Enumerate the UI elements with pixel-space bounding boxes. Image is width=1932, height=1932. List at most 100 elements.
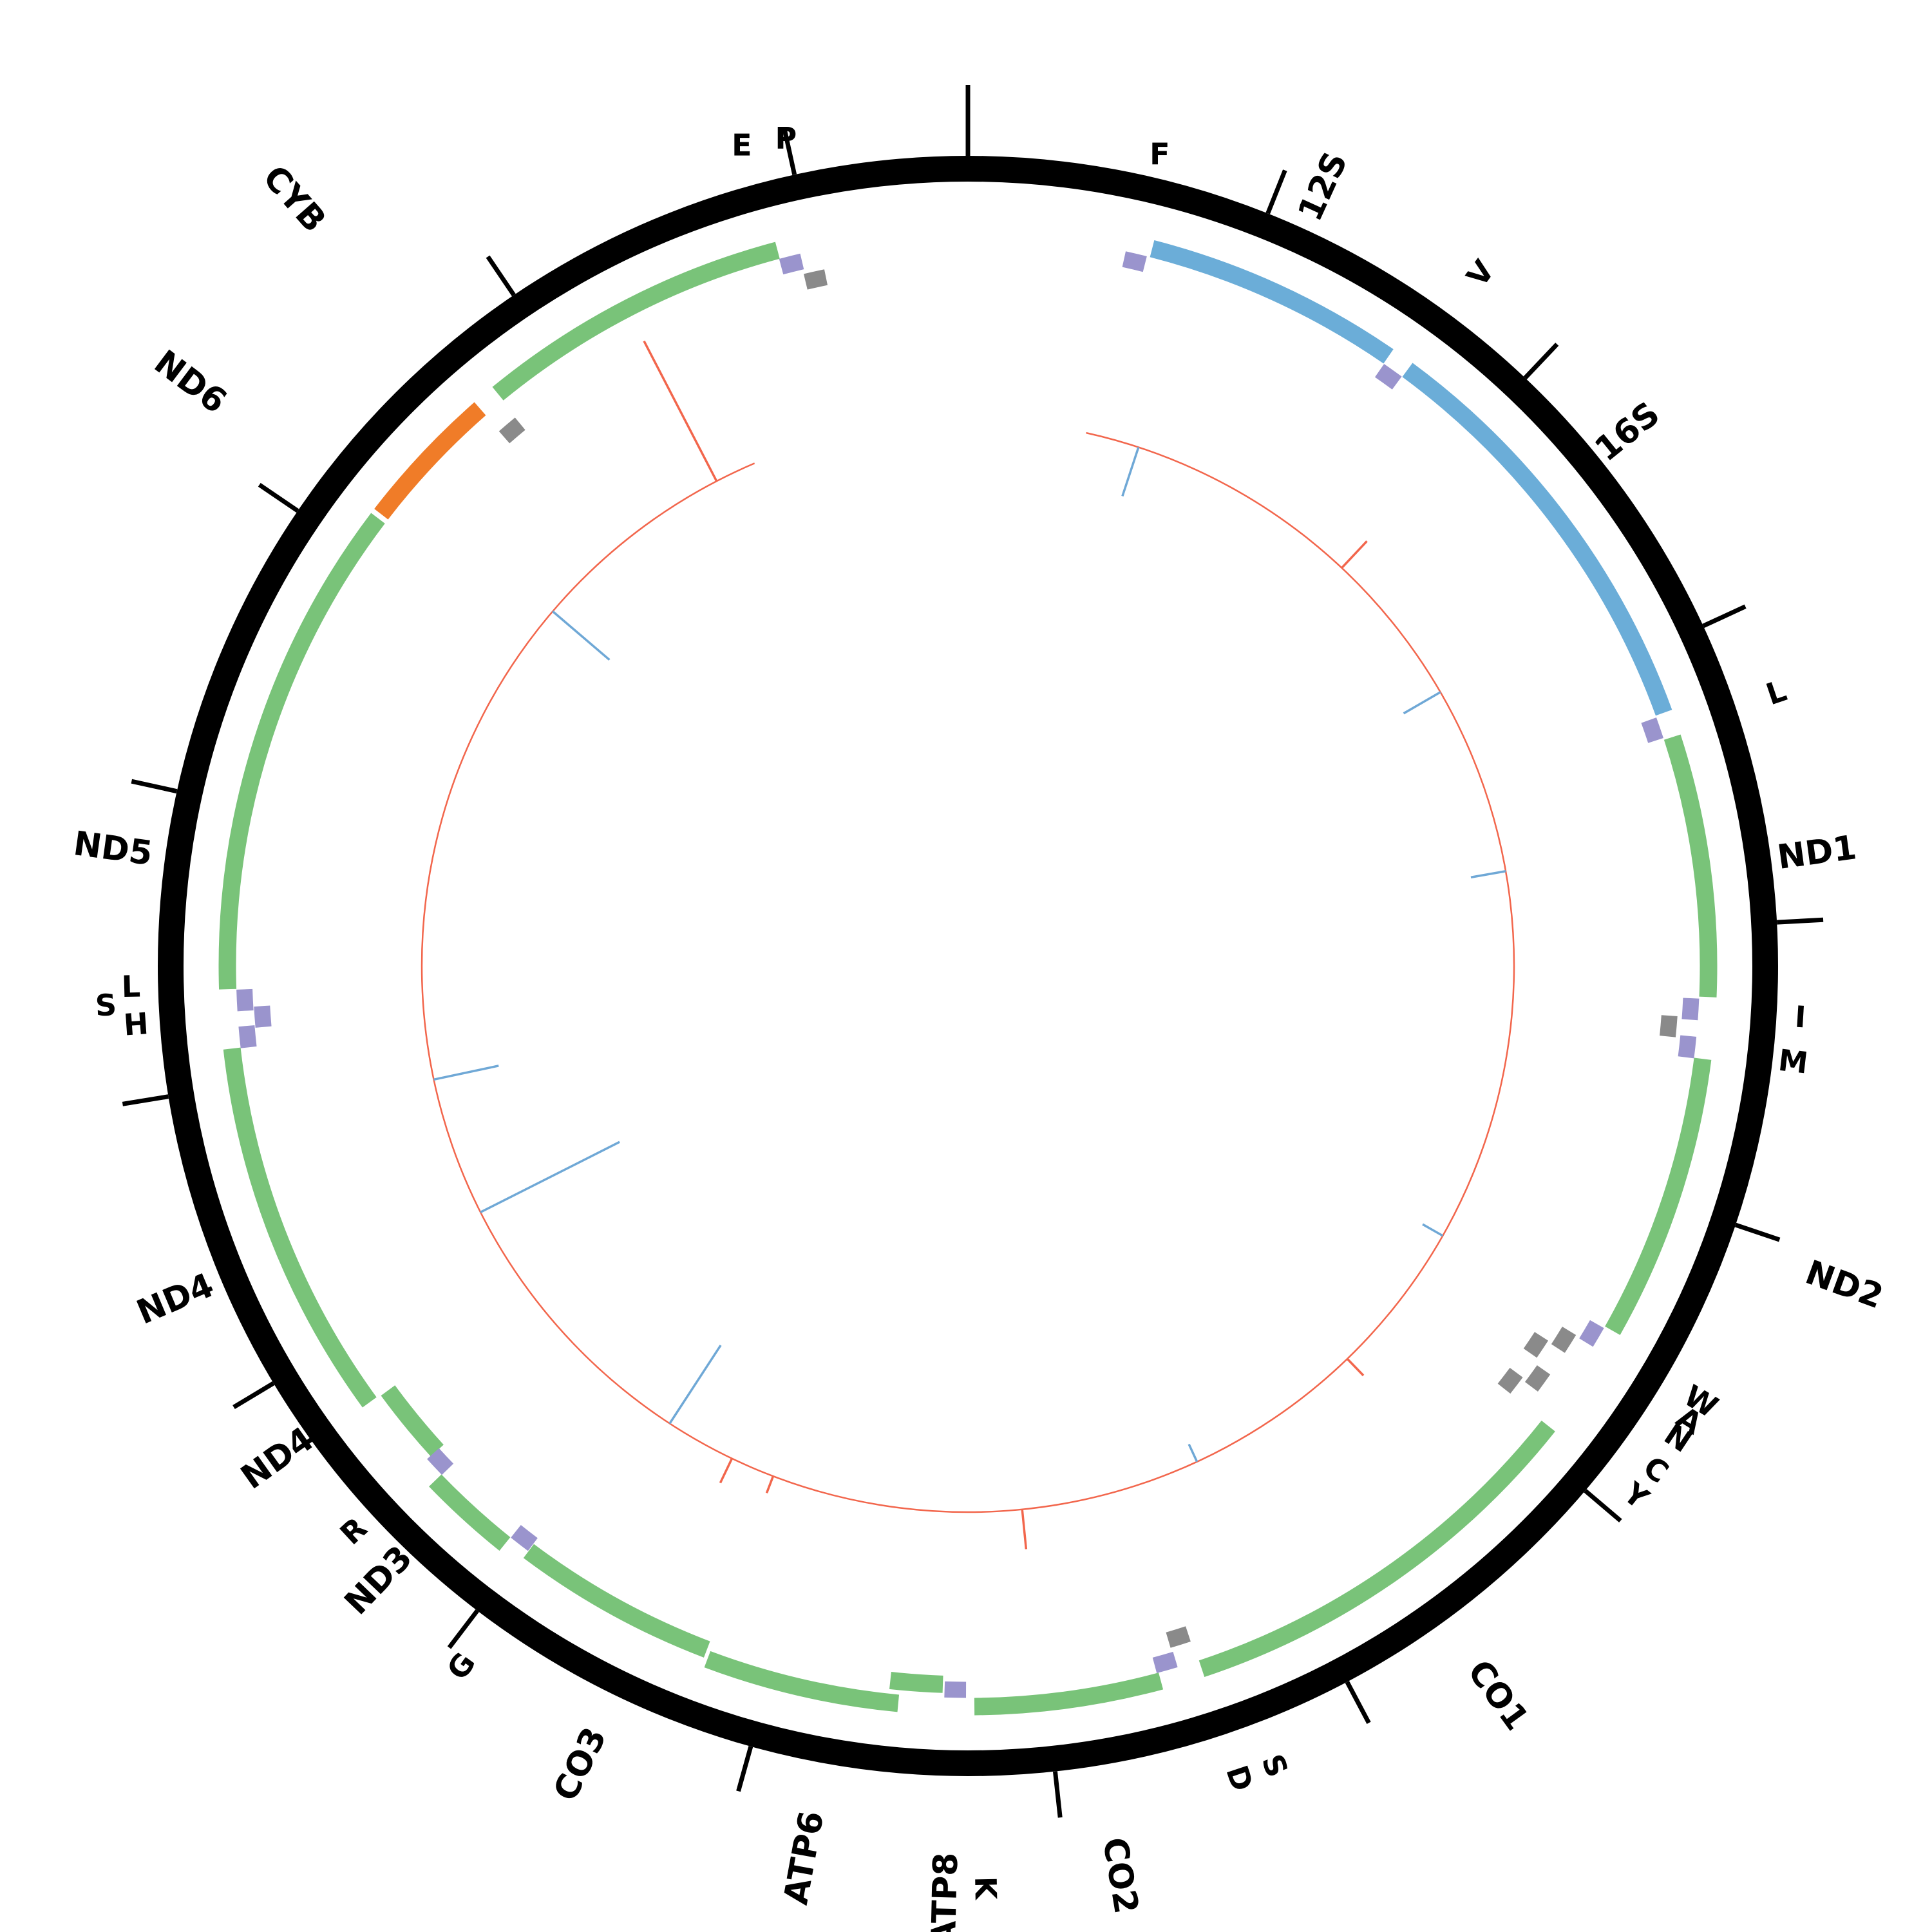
gene-label-P-1: P: [775, 121, 797, 156]
gene-label-I-8: I: [1794, 999, 1806, 1035]
scale-tick-10000bp: [447, 1609, 479, 1649]
gene-arc-ATP6: [704, 1651, 900, 1712]
gene-label-F-2: F: [1150, 137, 1170, 172]
skew-spike-blue-6: [1188, 1443, 1198, 1463]
gene-label-ND1-7: ND1: [1775, 828, 1859, 877]
genome-ring: [158, 156, 1778, 1776]
scale-tick-12000bp: [122, 1094, 169, 1106]
trna-mark-C: [1524, 1365, 1551, 1392]
trna-mark-L: [1641, 717, 1663, 743]
gene-label-S-30: S: [95, 987, 118, 1023]
skew-spike-blue-11: [480, 1141, 620, 1213]
scale-tick-16000bp: [782, 129, 797, 175]
gene-label-M-9: M: [1777, 1043, 1810, 1081]
trna-mark-A: [1551, 1327, 1577, 1353]
gene-label-ND5-32: ND5: [71, 824, 155, 873]
scale-tick-4000bp: [1776, 917, 1824, 925]
gene-label-L-6: L: [1762, 673, 1791, 712]
skew-spike-red-1: [1341, 540, 1368, 569]
skew-spike-blue-12: [433, 1065, 499, 1081]
gene-label-E-0: E: [732, 128, 752, 163]
gene-label-ATP6-22: ATP6: [777, 1808, 831, 1908]
gene-label-L-31: L: [121, 969, 141, 1004]
trna-mark-Y: [1497, 1367, 1523, 1394]
trna-mark-W: [1579, 1320, 1604, 1347]
trna-mark-S2: [254, 1005, 272, 1028]
skew-spike-blue-3: [1470, 870, 1506, 879]
scale-tick-15000bp: [486, 255, 516, 297]
gene-label-K-20: K: [968, 1876, 1003, 1901]
gene-arc-ND2: [1605, 1057, 1712, 1335]
trna-mark-F: [1122, 251, 1147, 272]
gene-label-CO1-16: CO1: [1460, 1653, 1536, 1738]
scale-tick-5000bp: [1734, 1222, 1781, 1242]
trna-mark-V: [1374, 364, 1402, 390]
gene-label-12S-3: 12S: [1291, 146, 1355, 227]
gene-arc-ND5: [218, 513, 385, 990]
gene-label-ND3-25: ND3: [337, 1539, 420, 1622]
gene-label-16S-5: 16S: [1588, 395, 1667, 469]
gene-arc-CO1: [1198, 1420, 1555, 1678]
skew-spike-blue-2: [1403, 691, 1441, 715]
trna-mark-P: [803, 269, 828, 290]
skew-spike-red-14: [643, 340, 718, 482]
gene-label-ND6-33: ND6: [147, 343, 233, 422]
gene-label-CYB-34: CYB: [255, 158, 333, 240]
gene-label-H-29: H: [122, 1006, 149, 1043]
gene-arc-12S-rRNA: [1150, 240, 1394, 364]
gene-label-ND4-28: ND4: [131, 1266, 220, 1332]
trna-mark-H: [238, 1025, 257, 1048]
skew-spike-red-5: [1346, 1358, 1365, 1377]
gene-label-CO2-19: CO2: [1095, 1835, 1146, 1917]
scale-tick-1000bp: [1265, 169, 1287, 214]
gene-label-ATP8-21: ATP8: [925, 1852, 966, 1932]
trna-mark-E: [498, 417, 526, 444]
gene-label-D-18: D: [1219, 1761, 1260, 1795]
trna-mark-N: [1523, 1332, 1549, 1358]
trna-mark-D: [1152, 1651, 1178, 1674]
trna-mark-Q: [1660, 1015, 1678, 1037]
gene-arc-CYB: [492, 242, 780, 401]
skew-spike-red-9: [719, 1457, 734, 1484]
scale-tick-2000bp: [1523, 343, 1559, 380]
gene-label-G-24: G: [440, 1646, 482, 1686]
gene-arc-ND4L: [381, 1385, 444, 1457]
gene-arc-ND1: [1663, 734, 1718, 998]
skew-spike-red-8: [765, 1475, 775, 1493]
gene-arc-ATP8: [889, 1672, 943, 1693]
skew-spike-blue-0: [1121, 446, 1140, 497]
gene-arc-CO2: [974, 1672, 1164, 1716]
trna-mark-L2: [236, 989, 254, 1012]
trna-mark-I: [1681, 998, 1700, 1021]
scale-tick-8000bp: [1052, 1771, 1063, 1818]
skew-spike-blue-4: [1422, 1223, 1444, 1237]
scale-tick-6000bp: [1584, 1489, 1622, 1523]
gene-arc-16S-rRNA: [1402, 363, 1672, 716]
scale-tick-11000bp: [232, 1381, 275, 1409]
trna-mark-K: [944, 1681, 967, 1698]
skew-baseline-circle: [421, 431, 1515, 1513]
trna-mark-T: [779, 253, 804, 275]
skew-spike-blue-10: [668, 1344, 722, 1425]
trna-mark-M: [1678, 1035, 1697, 1059]
gene-label-V-4: V: [1460, 254, 1502, 293]
gene-label-CO3-23: CO3: [546, 1721, 614, 1807]
scale-tick-3000bp: [1702, 604, 1747, 629]
trna-mark-S1: [1166, 1626, 1191, 1648]
gene-arc-ND3: [429, 1474, 511, 1551]
trna-mark-R: [427, 1448, 454, 1475]
trna-mark-G: [511, 1525, 538, 1551]
scale-tick-14000bp: [258, 482, 299, 513]
gene-label-R-26: R: [334, 1510, 374, 1551]
skew-spike-red-7: [1021, 1509, 1028, 1549]
scale-tick-9000bp: [736, 1746, 753, 1792]
gene-arc-CO3: [523, 1544, 710, 1658]
skew-spike-blue-13: [552, 610, 611, 661]
gene-label-ND2-10: ND2: [1801, 1253, 1888, 1316]
gene-label-S-17: S: [1255, 1750, 1294, 1782]
scale-tick-7000bp: [1345, 1681, 1371, 1724]
scale-tick-13000bp: [131, 779, 178, 794]
gene-arc-ND4: [223, 1047, 377, 1408]
